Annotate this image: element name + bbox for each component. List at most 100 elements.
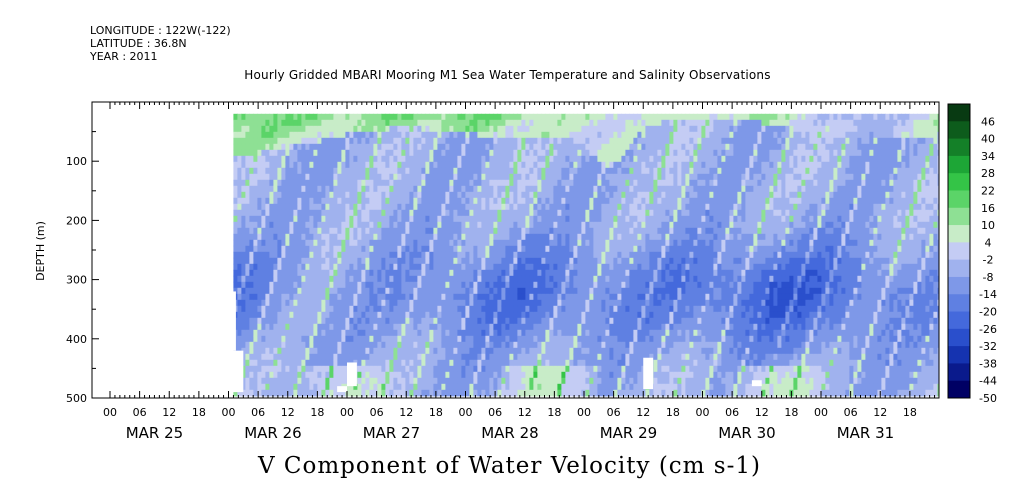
heatmap-cell xyxy=(653,143,658,151)
heatmap-cell xyxy=(249,341,254,349)
heatmap-cell xyxy=(473,131,478,139)
heatmap-cell xyxy=(417,275,422,283)
heatmap-cell xyxy=(365,269,370,277)
heatmap-cell xyxy=(505,125,510,133)
heatmap-cell xyxy=(309,191,314,199)
heatmap-cell xyxy=(581,209,586,217)
heatmap-cell xyxy=(469,305,474,313)
heatmap-cell xyxy=(325,227,330,235)
heatmap-cell xyxy=(401,305,406,313)
heatmap-cell xyxy=(561,287,566,295)
heatmap-cell xyxy=(285,251,290,259)
heatmap-cell xyxy=(337,317,342,325)
heatmap-cell xyxy=(313,275,318,283)
heatmap-cell xyxy=(461,293,466,301)
heatmap-cell xyxy=(493,221,498,229)
heatmap-cell xyxy=(317,281,322,289)
heatmap-cell xyxy=(517,293,522,301)
heatmap-cell xyxy=(253,383,258,391)
heatmap-cell xyxy=(233,125,238,133)
heatmap-cell xyxy=(317,335,322,343)
heatmap-cell xyxy=(441,353,446,361)
heatmap-cell xyxy=(613,353,618,361)
heatmap-cell xyxy=(637,161,642,169)
heatmap-cell xyxy=(273,239,278,247)
heatmap-cell xyxy=(373,239,378,247)
heatmap-cell xyxy=(397,209,402,217)
heatmap-cell xyxy=(277,257,282,265)
heatmap-cell xyxy=(605,239,610,247)
heatmap-cell xyxy=(317,203,322,211)
heatmap-cell xyxy=(589,173,594,181)
heatmap-cell xyxy=(585,389,590,397)
heatmap-cell xyxy=(389,335,394,343)
heatmap-cell xyxy=(561,365,566,373)
heatmap-cell xyxy=(581,287,586,295)
heatmap-cell xyxy=(477,257,482,265)
heatmap-cell xyxy=(557,311,562,319)
heatmap-cell xyxy=(313,155,318,163)
heatmap-cell xyxy=(641,287,646,295)
heatmap-cell xyxy=(389,371,394,379)
heatmap-cell xyxy=(237,191,242,199)
heatmap-cell xyxy=(581,263,586,271)
heatmap-cell xyxy=(533,233,538,241)
heatmap-cell xyxy=(357,287,362,295)
heatmap-cell xyxy=(417,257,422,265)
heatmap-cell xyxy=(517,131,522,139)
heatmap-cell xyxy=(569,215,574,223)
heatmap-cell xyxy=(473,299,478,307)
heatmap-cell xyxy=(317,359,322,367)
heatmap-cell xyxy=(501,119,506,127)
heatmap-cell xyxy=(273,365,278,373)
heatmap-cell xyxy=(593,287,598,295)
heatmap-cell xyxy=(653,251,658,259)
heatmap-cell xyxy=(449,263,454,271)
heatmap-cell xyxy=(261,317,266,325)
heatmap-cell xyxy=(633,287,638,295)
heatmap-cell xyxy=(333,389,338,397)
heatmap-cell xyxy=(457,305,462,313)
heatmap-cell xyxy=(249,113,254,121)
heatmap-cell xyxy=(573,191,578,199)
heatmap-cell xyxy=(653,197,658,205)
heatmap-cell xyxy=(445,197,450,205)
heatmap-cell xyxy=(541,287,546,295)
heatmap-cell xyxy=(501,251,506,259)
heatmap-cell xyxy=(545,209,550,217)
heatmap-cell xyxy=(337,131,342,139)
heatmap-cell xyxy=(241,191,246,199)
heatmap-cell xyxy=(593,353,598,361)
heatmap-cell xyxy=(429,347,434,355)
heatmap-cell xyxy=(481,389,486,397)
heatmap-cell xyxy=(397,371,402,379)
heatmap-cell xyxy=(393,173,398,181)
heatmap-cell xyxy=(549,161,554,169)
heatmap-cell xyxy=(277,167,282,175)
heatmap-cell xyxy=(645,251,650,259)
heatmap-cell xyxy=(625,131,630,139)
heatmap-cell xyxy=(605,173,610,181)
heatmap-cell xyxy=(301,323,306,331)
heatmap-cell xyxy=(605,209,610,217)
heatmap-cell xyxy=(337,161,342,169)
heatmap-cell xyxy=(645,269,650,277)
heatmap-cell xyxy=(533,347,538,355)
heatmap-cell xyxy=(641,335,646,343)
heatmap-cell xyxy=(281,365,286,373)
heatmap-cell xyxy=(645,335,650,343)
heatmap-cell xyxy=(289,335,294,343)
heatmap-cell xyxy=(349,335,354,343)
heatmap-cell xyxy=(233,233,238,241)
heatmap-cell xyxy=(613,227,618,235)
heatmap-cell xyxy=(649,125,654,133)
heatmap-cell xyxy=(617,317,622,325)
heatmap-cell xyxy=(345,287,350,295)
heatmap-cell xyxy=(309,383,314,391)
heatmap-cell xyxy=(613,377,618,385)
heatmap-cell xyxy=(521,245,526,253)
heatmap-cell xyxy=(309,347,314,355)
heatmap-cell xyxy=(497,215,502,223)
heatmap-cell xyxy=(609,377,614,385)
heatmap-cell xyxy=(441,173,446,181)
